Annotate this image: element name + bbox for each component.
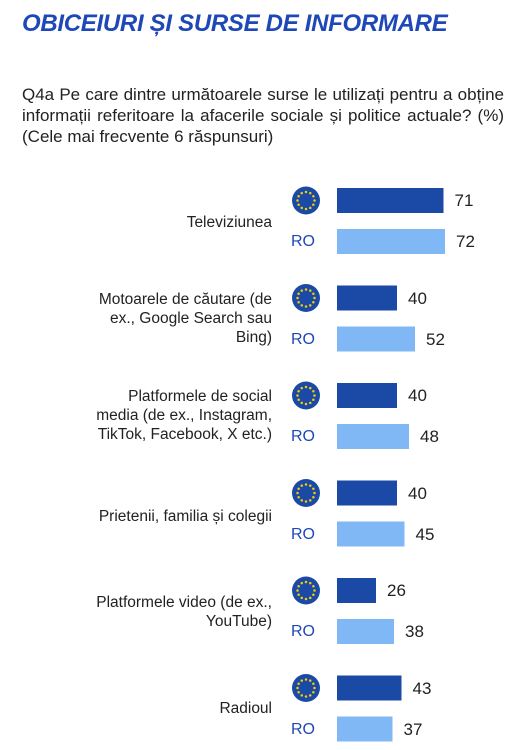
category-label: Platformele de social media (de ex., Inst… <box>96 388 272 443</box>
category-label: Platformele video (de ex., YouTube) <box>96 594 272 630</box>
question-text: Q4a Pe care dintre următoarele surse le … <box>22 85 504 146</box>
eu-flag-icon <box>292 576 320 605</box>
eu-flag-icon <box>292 284 320 312</box>
bar-eu <box>337 188 444 213</box>
page-title: OBICEIURI ȘI SURSE DE INFORMARE <box>22 10 448 37</box>
category-label: Televiziunea <box>186 214 272 231</box>
bar-ro <box>337 424 409 449</box>
category-label: Radioul <box>219 700 272 717</box>
eu-flag-icon <box>292 186 320 215</box>
series-label-ro: RO <box>291 330 315 348</box>
bar-eu <box>337 285 397 311</box>
series-label-ro: RO <box>291 623 315 640</box>
bar-value-label: 52 <box>426 329 445 349</box>
bar-value-label: 26 <box>387 581 406 600</box>
bar-value-label: 40 <box>408 288 427 308</box>
series-label-ro: RO <box>291 428 315 445</box>
bar-ro <box>337 619 394 644</box>
bar-value-label: 43 <box>412 678 432 698</box>
bar-eu <box>337 480 397 506</box>
bar-ro <box>337 716 393 742</box>
bar-eu <box>337 578 376 603</box>
bar-ro <box>337 229 445 254</box>
category-label: Motoarele de căutare (de ex., Google Sear… <box>98 291 272 346</box>
bar-ro <box>337 521 405 547</box>
bar-ro <box>337 326 415 352</box>
bar-value-label: 45 <box>415 524 435 544</box>
bar-eu <box>337 675 402 701</box>
series-label-ro: RO <box>291 525 315 543</box>
eu-flag-icon <box>292 381 320 410</box>
eu-flag-icon <box>292 674 320 702</box>
bar-value-label: 38 <box>405 622 424 641</box>
bar-value-label: 71 <box>454 191 474 210</box>
series-label-ro: RO <box>291 720 315 738</box>
bar-value-label: 72 <box>456 232 475 251</box>
bar-value-label: 37 <box>403 719 423 739</box>
category-label: Prietenii, familia și colegii <box>98 508 272 525</box>
series-label-ro: RO <box>291 233 315 250</box>
eu-flag-icon <box>292 479 320 507</box>
bar-value-label: 40 <box>408 483 427 503</box>
bar-value-label: 40 <box>408 386 427 405</box>
bar-value-label: 48 <box>420 427 439 446</box>
bar-eu <box>337 383 397 408</box>
